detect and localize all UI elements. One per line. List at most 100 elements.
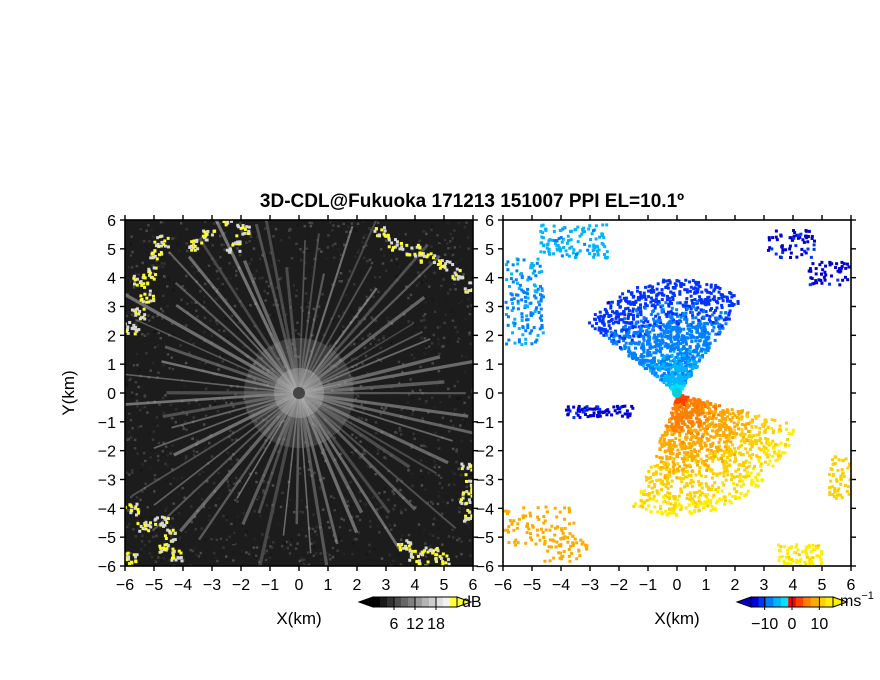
velocity-pixel: [774, 452, 778, 456]
speckle-pixel: [173, 510, 176, 514]
velocity-pixel: [777, 449, 781, 453]
speckle-pixel: [243, 358, 247, 361]
speckle-pixel: [135, 393, 138, 396]
speckle-pixel: [449, 240, 452, 243]
velocity-pixel: [750, 478, 754, 482]
velocity-pixel: [718, 286, 722, 290]
velocity-pixel: [680, 426, 684, 430]
speckle-pixel: [425, 232, 428, 236]
speckle-pixel: [407, 393, 411, 396]
echo-pixel: [125, 555, 128, 559]
velocity-pixel: [653, 319, 657, 323]
velocity-pixel: [693, 508, 697, 512]
velocity-pixel: [645, 304, 649, 308]
speckle-pixel: [166, 320, 170, 324]
velocity-pixel: [693, 454, 697, 458]
velocity-pixel: [647, 476, 651, 480]
velocity-pixel: [684, 357, 688, 361]
speckle-pixel: [234, 274, 238, 277]
speckle-pixel: [285, 313, 288, 316]
speckle-pixel: [410, 303, 413, 307]
velocity-pixel: [628, 300, 632, 304]
velocity-pixel: [695, 491, 699, 495]
speckle-pixel: [221, 354, 224, 358]
speckle-pixel: [307, 563, 311, 566]
velocity-pixel: [695, 324, 699, 328]
velocity-pixel: [665, 298, 669, 302]
velocity-pixel: [696, 439, 700, 443]
velocity-pixel: [648, 342, 652, 346]
speckle-pixel: [353, 342, 356, 346]
velocity-pixel: [642, 317, 646, 321]
speckle-pixel: [151, 438, 155, 441]
velocity-pixel: [753, 415, 757, 419]
speckle-pixel: [312, 554, 316, 557]
speckle-pixel: [338, 257, 342, 261]
velocity-pixel: [684, 475, 688, 479]
speckle-pixel: [234, 393, 237, 396]
speckle-pixel: [198, 343, 202, 346]
speckle-pixel: [144, 242, 148, 246]
intensity-x-tick-label: −3: [203, 577, 221, 594]
speckle-pixel: [457, 467, 461, 471]
velocity-pixel: [632, 351, 636, 355]
speckle-pixel: [458, 396, 462, 400]
velocity-pixel: [691, 420, 695, 424]
speckle-pixel: [288, 552, 292, 555]
velocity-pixel: [707, 487, 711, 491]
velocity-pixel: [698, 324, 702, 328]
speckle-pixel: [401, 370, 404, 374]
speckle-pixel: [163, 540, 166, 543]
velocity-pixel: [642, 336, 646, 340]
speckle-pixel: [423, 488, 427, 491]
velocity-pixel: [651, 310, 655, 314]
velocity-pixel: [750, 445, 754, 449]
velocity-pixel: [684, 364, 688, 368]
speckle-pixel: [297, 355, 300, 359]
velocity-pixel: [678, 476, 682, 480]
echo-pixel: [464, 479, 468, 483]
velocity-pixel: [691, 316, 695, 320]
speckle-pixel: [354, 397, 358, 400]
velocity-pixel: [735, 422, 739, 426]
echo-pixel: [444, 561, 448, 565]
velocity-pixel: [651, 365, 655, 369]
velocity-pixel: [753, 438, 757, 442]
velocity-pixel: [691, 454, 695, 458]
speckle-pixel: [426, 411, 430, 414]
velocity-pixel: [685, 318, 689, 322]
speckle-pixel: [221, 360, 224, 363]
speckle-pixel: [458, 349, 461, 352]
speckle-pixel: [357, 320, 361, 323]
speckle-pixel: [255, 480, 258, 484]
speckle-pixel: [353, 537, 356, 541]
speckle-pixel: [146, 332, 150, 336]
speckle-pixel: [129, 418, 133, 422]
speckle-pixel: [424, 318, 428, 321]
echo-pixel: [464, 514, 468, 518]
velocity-pixel: [675, 476, 679, 480]
velocity-pixel: [751, 467, 755, 471]
velocity-pixel: [625, 299, 629, 303]
velocity-pixel: [759, 462, 763, 466]
speckle-pixel: [185, 413, 189, 416]
velocity-pixel: [688, 510, 692, 514]
speckle-pixel: [383, 490, 386, 494]
speckle-pixel: [310, 221, 314, 225]
echo-pixel: [398, 545, 402, 549]
velocity-pixel: [702, 315, 706, 319]
velocity-pixel: [740, 410, 744, 414]
velocity-pixel: [669, 320, 673, 324]
speckle-pixel: [361, 452, 364, 456]
speckle-pixel: [207, 514, 211, 517]
velocity-pixel: [672, 378, 676, 382]
velocity-pixel: [681, 339, 685, 343]
velocity-pixel: [727, 317, 731, 321]
intensity-y-tick-label: 6: [107, 213, 116, 230]
velocity-pixel: [667, 446, 671, 450]
speckle-pixel: [366, 464, 370, 468]
velocity-pixel: [615, 315, 619, 319]
velocity-pixel: [689, 398, 693, 402]
velocity-pixel: [685, 436, 689, 440]
echo-pixel: [459, 500, 463, 504]
